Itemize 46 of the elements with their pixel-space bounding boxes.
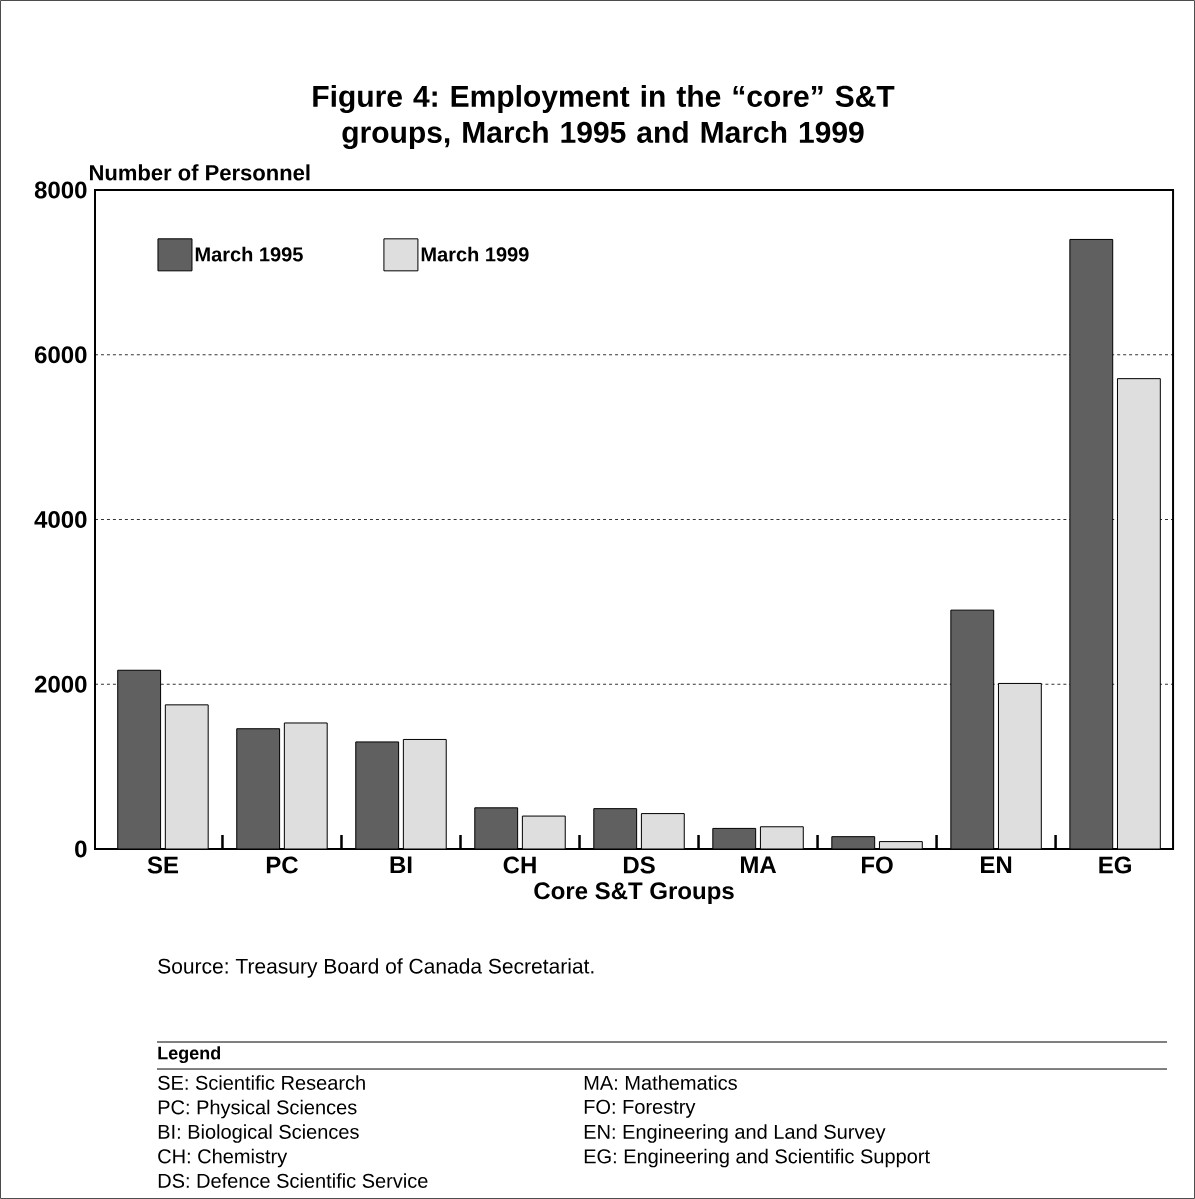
y-tick-label: 0 — [75, 840, 87, 858]
y-tick-label: 6000 — [34, 346, 87, 364]
legend-label: March 1999 — [421, 246, 529, 262]
bar — [403, 739, 447, 850]
text: BI: Biological Sciences — [158, 1124, 359, 1143]
x-tick-label: EN — [981, 856, 1012, 874]
legend-label: March 1995 — [195, 246, 303, 262]
y-tick-label: 4000 — [34, 511, 87, 529]
x-tick-label: FO — [862, 856, 893, 874]
bar — [355, 741, 399, 850]
bar — [236, 728, 280, 850]
x-tick-label: DS — [623, 856, 655, 874]
bar — [593, 808, 637, 850]
bar — [760, 826, 804, 850]
chart-title: Figure 4: Employment in the “core” S&T groups, March 1995 and March 1999 — [313, 84, 895, 150]
y-tick-label: 2000 — [34, 675, 87, 693]
x-tick-label: SE — [147, 856, 179, 874]
bar — [1069, 238, 1114, 850]
x-tick-label: MA — [740, 856, 777, 874]
bar — [117, 670, 161, 850]
bar — [641, 813, 685, 850]
bar — [712, 828, 756, 850]
text: EN: Engineering and Land Survey — [584, 1124, 886, 1143]
bar — [998, 683, 1042, 850]
bar — [165, 704, 209, 850]
x-tick-label: BI — [390, 856, 412, 874]
bar — [1116, 378, 1161, 850]
y-tick-label: 8000 — [34, 181, 87, 199]
text: CH: Chemistry — [158, 1148, 288, 1168]
x-tick-label: PC — [266, 856, 298, 874]
bar — [474, 807, 518, 850]
y-axis-title: Number of Personnel — [89, 164, 310, 181]
x-tick-label: CH — [503, 856, 536, 874]
text: MA: Mathematics — [584, 1075, 737, 1090]
source-note: Source: Treasury Board of Canada Secretariat. — [158, 958, 594, 978]
bar — [950, 610, 994, 850]
text: DS: Defence Scientific Service — [158, 1173, 428, 1188]
text: Legend — [158, 1046, 221, 1064]
x-tick-label: EG — [1099, 856, 1131, 874]
x-axis-title: Core S&T Groups — [534, 882, 734, 905]
text: EG: Engineering and Scientific Support — [584, 1148, 930, 1168]
text: FO: Forestry — [584, 1099, 696, 1118]
bar — [284, 722, 328, 850]
text: SE: Scientific Research — [158, 1075, 365, 1090]
bar — [522, 816, 566, 850]
text: PC: Physical Sciences — [158, 1099, 357, 1119]
